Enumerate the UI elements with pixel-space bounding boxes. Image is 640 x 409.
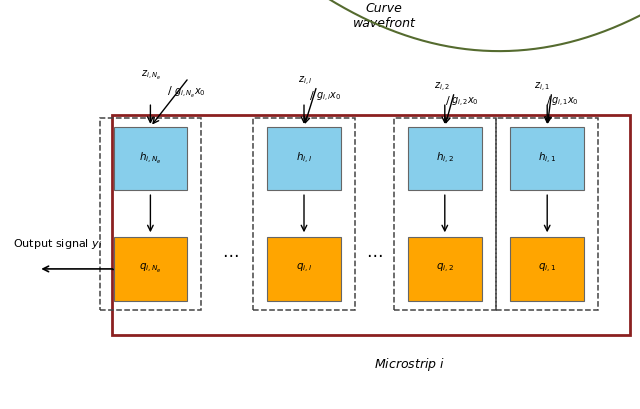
Text: $g_{i,1}x_0$: $g_{i,1}x_0$ (551, 96, 579, 109)
Bar (114, 237, 187, 301)
Bar (268, 127, 340, 190)
Text: $z_{i,1}$: $z_{i,1}$ (534, 81, 550, 94)
Bar (394, 118, 495, 310)
Bar (268, 237, 340, 301)
Text: $z_{i,N_e}$: $z_{i,N_e}$ (141, 69, 161, 82)
Text: $z_{i,2}$: $z_{i,2}$ (434, 81, 450, 94)
Text: $q_{i,N_e}$: $q_{i,N_e}$ (139, 263, 162, 275)
Text: $h_{i,N_e}$: $h_{i,N_e}$ (139, 151, 162, 166)
Text: $q_{i,l}$: $q_{i,l}$ (296, 262, 312, 276)
Text: $\cdots$: $\cdots$ (222, 245, 239, 263)
Text: Curve
wavefront: Curve wavefront (353, 2, 415, 30)
Text: $q_{i,2}$: $q_{i,2}$ (436, 262, 454, 276)
Text: Output signal $y_i$: Output signal $y_i$ (13, 237, 102, 252)
Bar (511, 127, 584, 190)
Text: $h_{i,2}$: $h_{i,2}$ (436, 151, 454, 166)
Bar (114, 127, 187, 190)
Text: $g_{i,N_e}x_0$: $g_{i,N_e}x_0$ (174, 87, 206, 100)
Bar (408, 237, 482, 301)
Bar (408, 127, 482, 190)
Text: $g_{i,l}x_0$: $g_{i,l}x_0$ (316, 91, 341, 104)
Text: Microstrip $i$: Microstrip $i$ (374, 356, 445, 373)
Text: /: / (168, 86, 172, 96)
Text: $z_{i,l}$: $z_{i,l}$ (298, 75, 312, 88)
Text: /: / (310, 91, 314, 101)
Bar (112, 115, 630, 335)
Text: $h_{i,l}$: $h_{i,l}$ (296, 151, 312, 166)
Bar (253, 118, 355, 310)
Text: $g_{i,2}x_0$: $g_{i,2}x_0$ (451, 96, 479, 109)
Text: /: / (446, 97, 450, 106)
Bar (100, 118, 201, 310)
Text: $q_{i,1}$: $q_{i,1}$ (538, 262, 556, 276)
Text: /: / (547, 97, 550, 106)
Bar (511, 237, 584, 301)
Text: $h_{i,1}$: $h_{i,1}$ (538, 151, 556, 166)
Text: $\cdots$: $\cdots$ (366, 245, 383, 263)
Bar (497, 118, 598, 310)
